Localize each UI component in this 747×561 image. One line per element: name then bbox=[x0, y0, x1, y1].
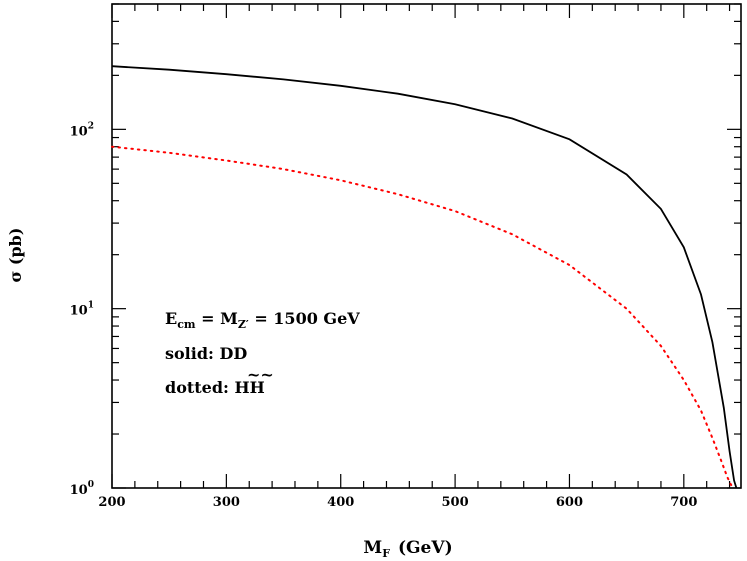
tick-labels: 200 300 400 500 600 700 100 101 102 bbox=[70, 121, 698, 510]
x-tick-label: 500 bbox=[442, 495, 469, 510]
y-tick-label: 102 bbox=[70, 121, 94, 139]
x-axis-label: MF (GeV) bbox=[363, 538, 452, 560]
annotation-dotted-legend: dotted: HH bbox=[165, 378, 265, 397]
x-tick-label: 700 bbox=[670, 495, 697, 510]
x-tick-label: 400 bbox=[327, 495, 354, 510]
y-tick-label: 100 bbox=[70, 480, 94, 498]
annotation-energy: Ecm = MZ′ = 1500 GeV bbox=[165, 309, 360, 331]
solid-curve-dd bbox=[111, 65, 738, 489]
annotation-solid-legend: solid: DD bbox=[165, 344, 247, 363]
x-tick-label: 200 bbox=[98, 495, 125, 510]
plot-frame bbox=[111, 3, 742, 489]
axis-ticks bbox=[111, 3, 741, 489]
dotted-curve-hh bbox=[111, 145, 734, 489]
data-series bbox=[111, 65, 738, 489]
y-tick-label: 101 bbox=[70, 301, 94, 319]
annotation-tilde-marks: ~~ bbox=[247, 365, 274, 384]
x-tick-label: 600 bbox=[556, 495, 583, 510]
x-tick-label: 300 bbox=[213, 495, 240, 510]
y-axis-label: σ (pb) bbox=[6, 228, 25, 283]
